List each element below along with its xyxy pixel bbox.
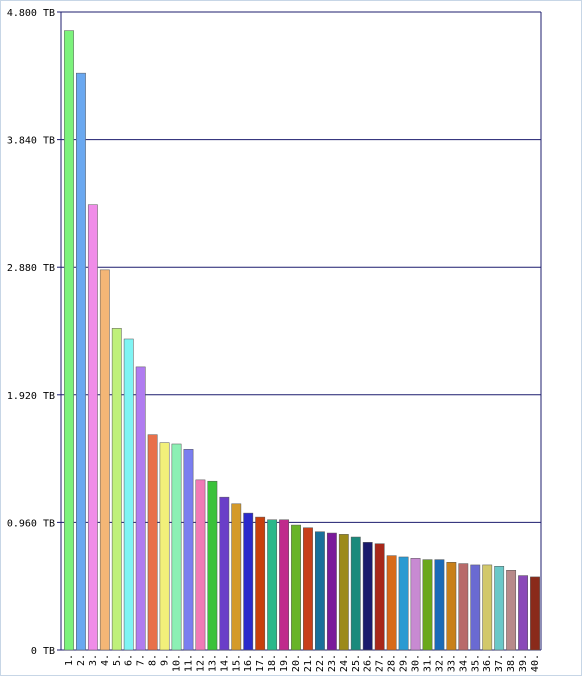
bar — [315, 531, 325, 651]
x-tick-label: 8. — [148, 654, 159, 666]
x-tick-label: 37. — [494, 654, 505, 672]
bar — [458, 563, 469, 651]
bar — [195, 479, 206, 651]
x-tick-label: 26. — [363, 654, 374, 672]
bar — [267, 519, 278, 651]
bar — [518, 575, 528, 651]
bar — [171, 443, 182, 651]
x-tick-label: 4. — [100, 654, 111, 666]
x-tick-label: 28. — [387, 654, 398, 672]
x-tick-label: 20. — [291, 654, 302, 672]
x-tick-label: 27. — [375, 654, 386, 672]
bar — [530, 576, 540, 651]
bar — [422, 559, 433, 651]
x-tick-label: 23. — [327, 654, 338, 672]
bar — [506, 570, 517, 651]
x-tick-label: 29. — [399, 654, 410, 672]
x-tick-label: 15. — [231, 654, 242, 672]
bar — [362, 542, 373, 651]
bar — [434, 559, 445, 651]
x-tick-label: 34. — [458, 654, 469, 672]
bar — [386, 555, 397, 651]
x-tick-label: 39. — [518, 654, 529, 672]
x-tick-label: 5. — [112, 654, 123, 666]
x-tick-label: 35. — [470, 654, 481, 672]
bar — [64, 30, 74, 651]
x-tick-label: 24. — [339, 654, 350, 672]
x-tick-label: 17. — [255, 654, 266, 672]
bar — [303, 527, 313, 651]
bar — [243, 512, 254, 651]
x-tick-label: 13. — [207, 654, 218, 672]
y-tick-label: 1.920 TB — [7, 391, 55, 402]
y-tick-label: 3.840 TB — [7, 136, 55, 147]
bar — [410, 558, 421, 651]
x-tick-label: 31. — [422, 654, 433, 672]
x-tick-label: 2. — [76, 654, 87, 666]
y-tick-label: 2.880 TB — [7, 263, 55, 274]
x-tick-label: 33. — [446, 654, 457, 672]
x-tick-label: 11. — [183, 654, 194, 672]
x-tick-label: 14. — [219, 654, 230, 672]
bar — [99, 269, 110, 651]
x-tick-label: 22. — [315, 654, 326, 672]
bar — [123, 338, 134, 651]
x-tick-label: 30. — [411, 654, 422, 672]
bar — [338, 534, 349, 651]
x-tick-label: 21. — [303, 654, 314, 672]
x-tick-label: 10. — [172, 654, 183, 672]
bar — [219, 496, 230, 651]
bar — [111, 328, 122, 651]
x-tick-label: 16. — [243, 654, 254, 672]
bar — [482, 564, 493, 651]
y-tick-label: 0 TB — [31, 646, 55, 657]
y-tick-label: 0.960 TB — [7, 518, 55, 529]
bar — [76, 72, 86, 651]
x-tick-label: 6. — [124, 654, 135, 666]
x-tick-label: 12. — [195, 654, 206, 672]
bar — [135, 366, 146, 651]
bar — [494, 566, 505, 651]
x-tick-label: 40. — [530, 654, 541, 672]
bar — [350, 536, 361, 651]
bar — [159, 442, 170, 651]
x-tick-label: 18. — [267, 654, 278, 672]
bar — [87, 204, 98, 651]
bar — [207, 480, 218, 651]
x-tick-label: 1. — [64, 654, 75, 666]
bar — [398, 556, 409, 651]
bar — [279, 519, 289, 651]
y-tick-label: 4.800 TB — [7, 8, 55, 19]
bar — [231, 503, 242, 651]
x-tick-label: 7. — [136, 654, 147, 666]
bar — [183, 449, 194, 651]
x-tick-label: 25. — [351, 654, 362, 672]
bar — [446, 562, 457, 651]
bar — [374, 543, 385, 651]
x-tick-label: 38. — [506, 654, 517, 672]
bar — [147, 434, 158, 651]
x-tick-label: 36. — [482, 654, 493, 672]
bar — [326, 532, 337, 651]
x-tick-label: 9. — [160, 654, 171, 666]
x-tick-label: 19. — [279, 654, 290, 672]
bar — [255, 516, 266, 651]
x-tick-label: 3. — [88, 654, 99, 666]
bar — [291, 524, 301, 651]
x-tick-label: 32. — [434, 654, 445, 672]
bar — [470, 564, 481, 651]
